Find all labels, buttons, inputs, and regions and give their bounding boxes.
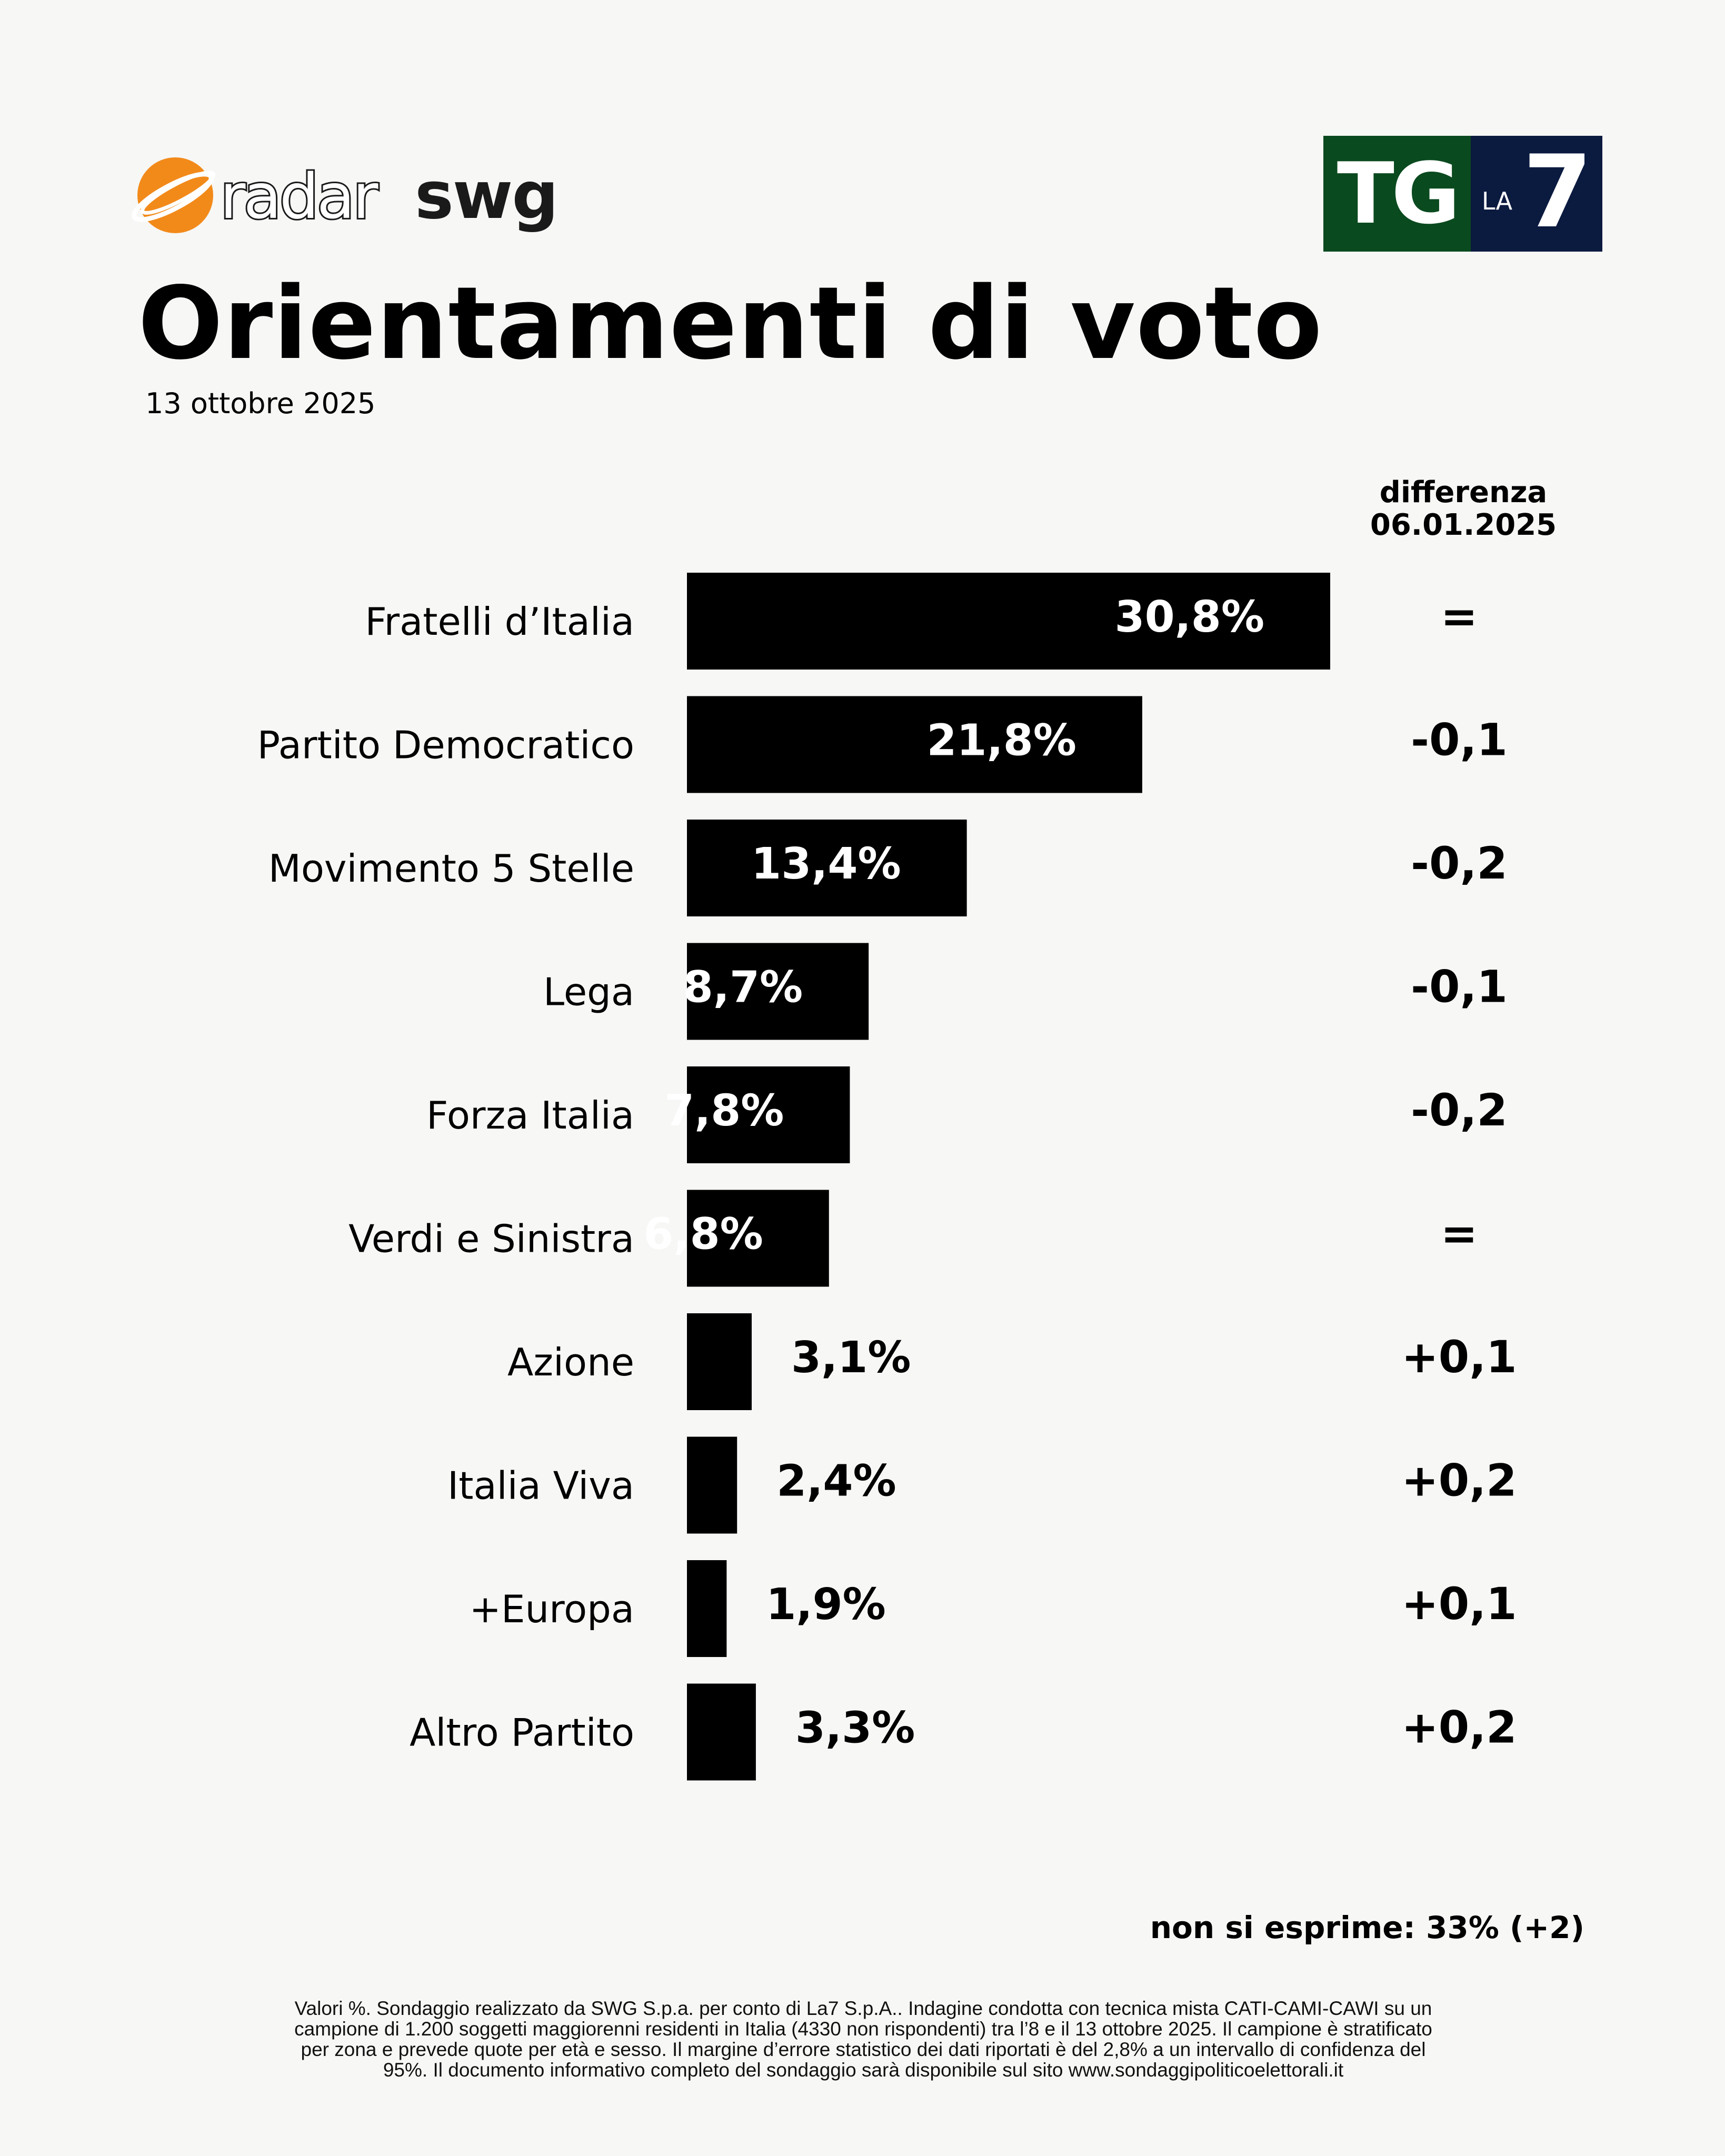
radar-text: radar xyxy=(220,160,378,233)
party-label: Movimento 5 Stelle xyxy=(268,846,634,891)
tg-la7-logo: TG LA 7 xyxy=(1323,136,1602,252)
non-si-esprime-note: non si esprime: 33% (+2) xyxy=(1150,1910,1584,1945)
difference-label: -0,1 xyxy=(1411,714,1508,766)
la-text: LA xyxy=(1482,187,1513,215)
globe-icon xyxy=(132,157,216,233)
party-label: Forza Italia xyxy=(426,1093,634,1137)
party-label: Partito Democratico xyxy=(257,723,634,767)
seven-text: 7 xyxy=(1523,136,1592,250)
difference-label: = xyxy=(1441,591,1478,642)
tg-text: TG xyxy=(1337,144,1457,243)
bar xyxy=(687,943,869,1040)
party-label: Altro Partito xyxy=(410,1711,634,1755)
bar xyxy=(687,820,967,916)
party-label: Verdi e Sinistra xyxy=(348,1217,634,1261)
difference-label: +0,1 xyxy=(1401,1578,1517,1630)
value-label: 3,1% xyxy=(791,1333,911,1383)
difference-label: = xyxy=(1441,1208,1478,1260)
footnote-line-3: per zona e prevede quote per età e sesso… xyxy=(301,2039,1426,2060)
party-label: +Europa xyxy=(470,1587,634,1631)
difference-header-line-2: 06.01.2025 xyxy=(1370,508,1557,542)
difference-label: -0,2 xyxy=(1411,1084,1508,1136)
footnote-line-2: campione di 1.200 soggetti maggiorenni r… xyxy=(294,2018,1432,2040)
bar xyxy=(687,696,1142,793)
value-label: 2,4% xyxy=(776,1456,896,1506)
bar xyxy=(687,1190,829,1287)
footnote-line-4: 95%. Il documento informativo completo d… xyxy=(383,2059,1344,2081)
difference-label: +0,1 xyxy=(1401,1331,1517,1383)
value-label: 6,8% xyxy=(643,1210,763,1260)
value-label: 3,3% xyxy=(795,1703,915,1753)
difference-header: differenza 06.01.2025 xyxy=(1348,476,1579,542)
party-label: Lega xyxy=(543,970,634,1014)
bar xyxy=(687,1313,752,1410)
difference-header-line-1: differenza xyxy=(1379,475,1548,510)
bar xyxy=(687,1683,756,1781)
value-label: 13,4% xyxy=(751,839,901,889)
value-label: 7,8% xyxy=(664,1086,784,1136)
bar xyxy=(687,1436,737,1534)
difference-label: -0,2 xyxy=(1411,837,1508,889)
page-title: Orientamenti di voto xyxy=(138,265,1323,382)
bar xyxy=(687,573,1330,670)
difference-label: +0,2 xyxy=(1401,1455,1517,1506)
difference-label: +0,2 xyxy=(1401,1702,1517,1753)
party-label: Fratelli d’Italia xyxy=(365,600,634,644)
party-label: Italia Viva xyxy=(447,1464,634,1508)
party-label: Azione xyxy=(507,1340,634,1384)
value-label: 30,8% xyxy=(1115,592,1264,642)
bar xyxy=(687,1066,850,1163)
swg-text: swg xyxy=(415,158,557,234)
poll-date: 13 ottobre 2025 xyxy=(145,387,376,420)
value-label: 21,8% xyxy=(926,716,1076,766)
value-label: 1,9% xyxy=(766,1580,885,1630)
footnote-line-1: Valori %. Sondaggio realizzato da SWG S.… xyxy=(294,1998,1432,2019)
bar xyxy=(687,1560,727,1657)
difference-label: -0,1 xyxy=(1411,961,1508,1013)
radar-swg-logo: radar swg xyxy=(132,157,559,234)
methodology-footnote: Valori %. Sondaggio realizzato da SWG S.… xyxy=(253,1998,1474,2080)
value-label: 8,7% xyxy=(683,963,803,1013)
